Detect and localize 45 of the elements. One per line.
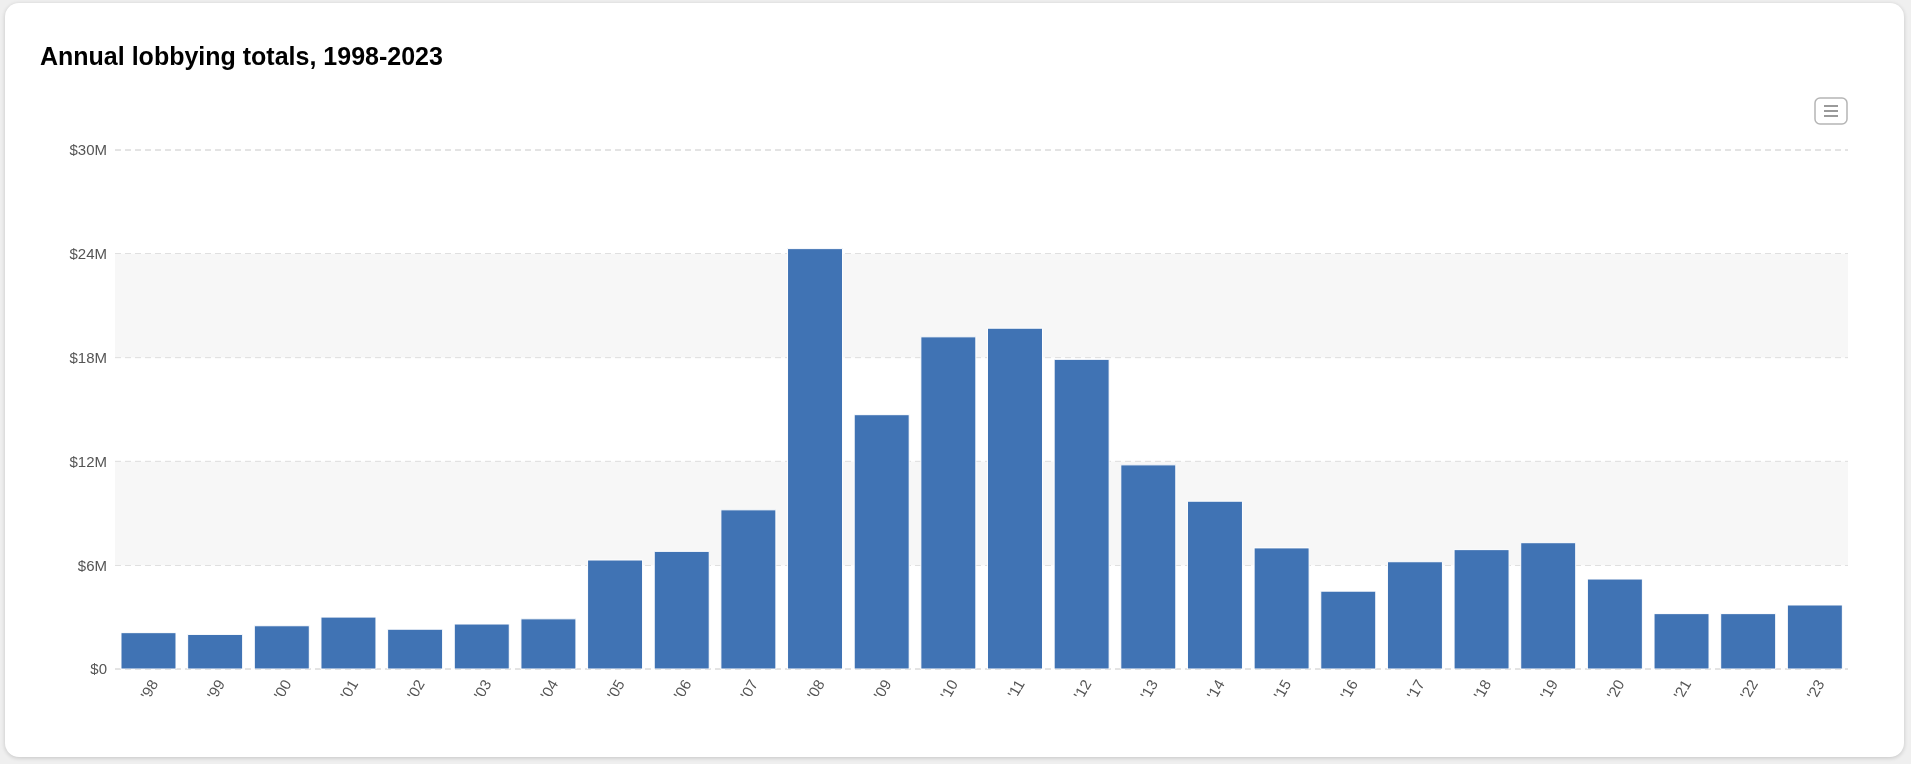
x-tick-label: '18 [1469, 676, 1495, 702]
y-tick-label: $30M [69, 141, 107, 159]
x-tick-label: '20 [1603, 676, 1628, 702]
bar [1320, 590, 1377, 669]
x-tick-label: '11 [1003, 676, 1028, 701]
bar [1720, 613, 1777, 669]
x-tick-label: '06 [669, 676, 695, 702]
x-tick-label: '00 [270, 676, 295, 702]
y-tick-label: $6M [77, 556, 107, 574]
x-tick-label: '05 [603, 676, 628, 702]
x-tick-label: '07 [736, 676, 762, 702]
x-tick-label: '98 [136, 676, 162, 702]
x-tick-label: '02 [403, 676, 428, 702]
x-tick-label: '01 [336, 676, 362, 702]
bar [187, 633, 244, 669]
bar [1586, 578, 1643, 669]
bar [120, 632, 177, 669]
x-tick-label: '22 [1736, 676, 1761, 702]
y-tick-label: $12M [69, 452, 107, 470]
x-tick-label: '10 [936, 676, 962, 702]
y-tick-label: $0 [90, 660, 107, 678]
x-tick-label: '99 [203, 676, 228, 702]
bar [1786, 604, 1843, 669]
x-tick-label: '04 [536, 676, 562, 702]
x-tick-label: '17 [1403, 676, 1428, 702]
x-tick-label: '14 [1203, 676, 1228, 702]
bar [520, 618, 577, 669]
x-tick-label: '08 [803, 676, 828, 702]
x-tick-label: '21 [1669, 676, 1695, 702]
y-tick-label: $24M [69, 245, 107, 263]
bar [253, 625, 310, 669]
bar [1653, 613, 1710, 669]
x-tick-label: '13 [1136, 676, 1162, 702]
x-tick-label: '23 [1803, 676, 1828, 702]
x-tick-label: '09 [869, 676, 895, 702]
x-tick-label: '03 [470, 676, 495, 702]
x-tick-label: '15 [1269, 676, 1295, 702]
bar [320, 616, 377, 669]
y-tick-label: $18M [69, 348, 107, 366]
x-tick-label: '16 [1336, 676, 1362, 702]
x-tick-label: '12 [1069, 676, 1095, 702]
chart-title: Annual lobbying totals, 1998-2023 [40, 42, 443, 71]
x-tick-label: '19 [1536, 676, 1561, 702]
bar [387, 628, 444, 669]
bar [453, 623, 510, 669]
